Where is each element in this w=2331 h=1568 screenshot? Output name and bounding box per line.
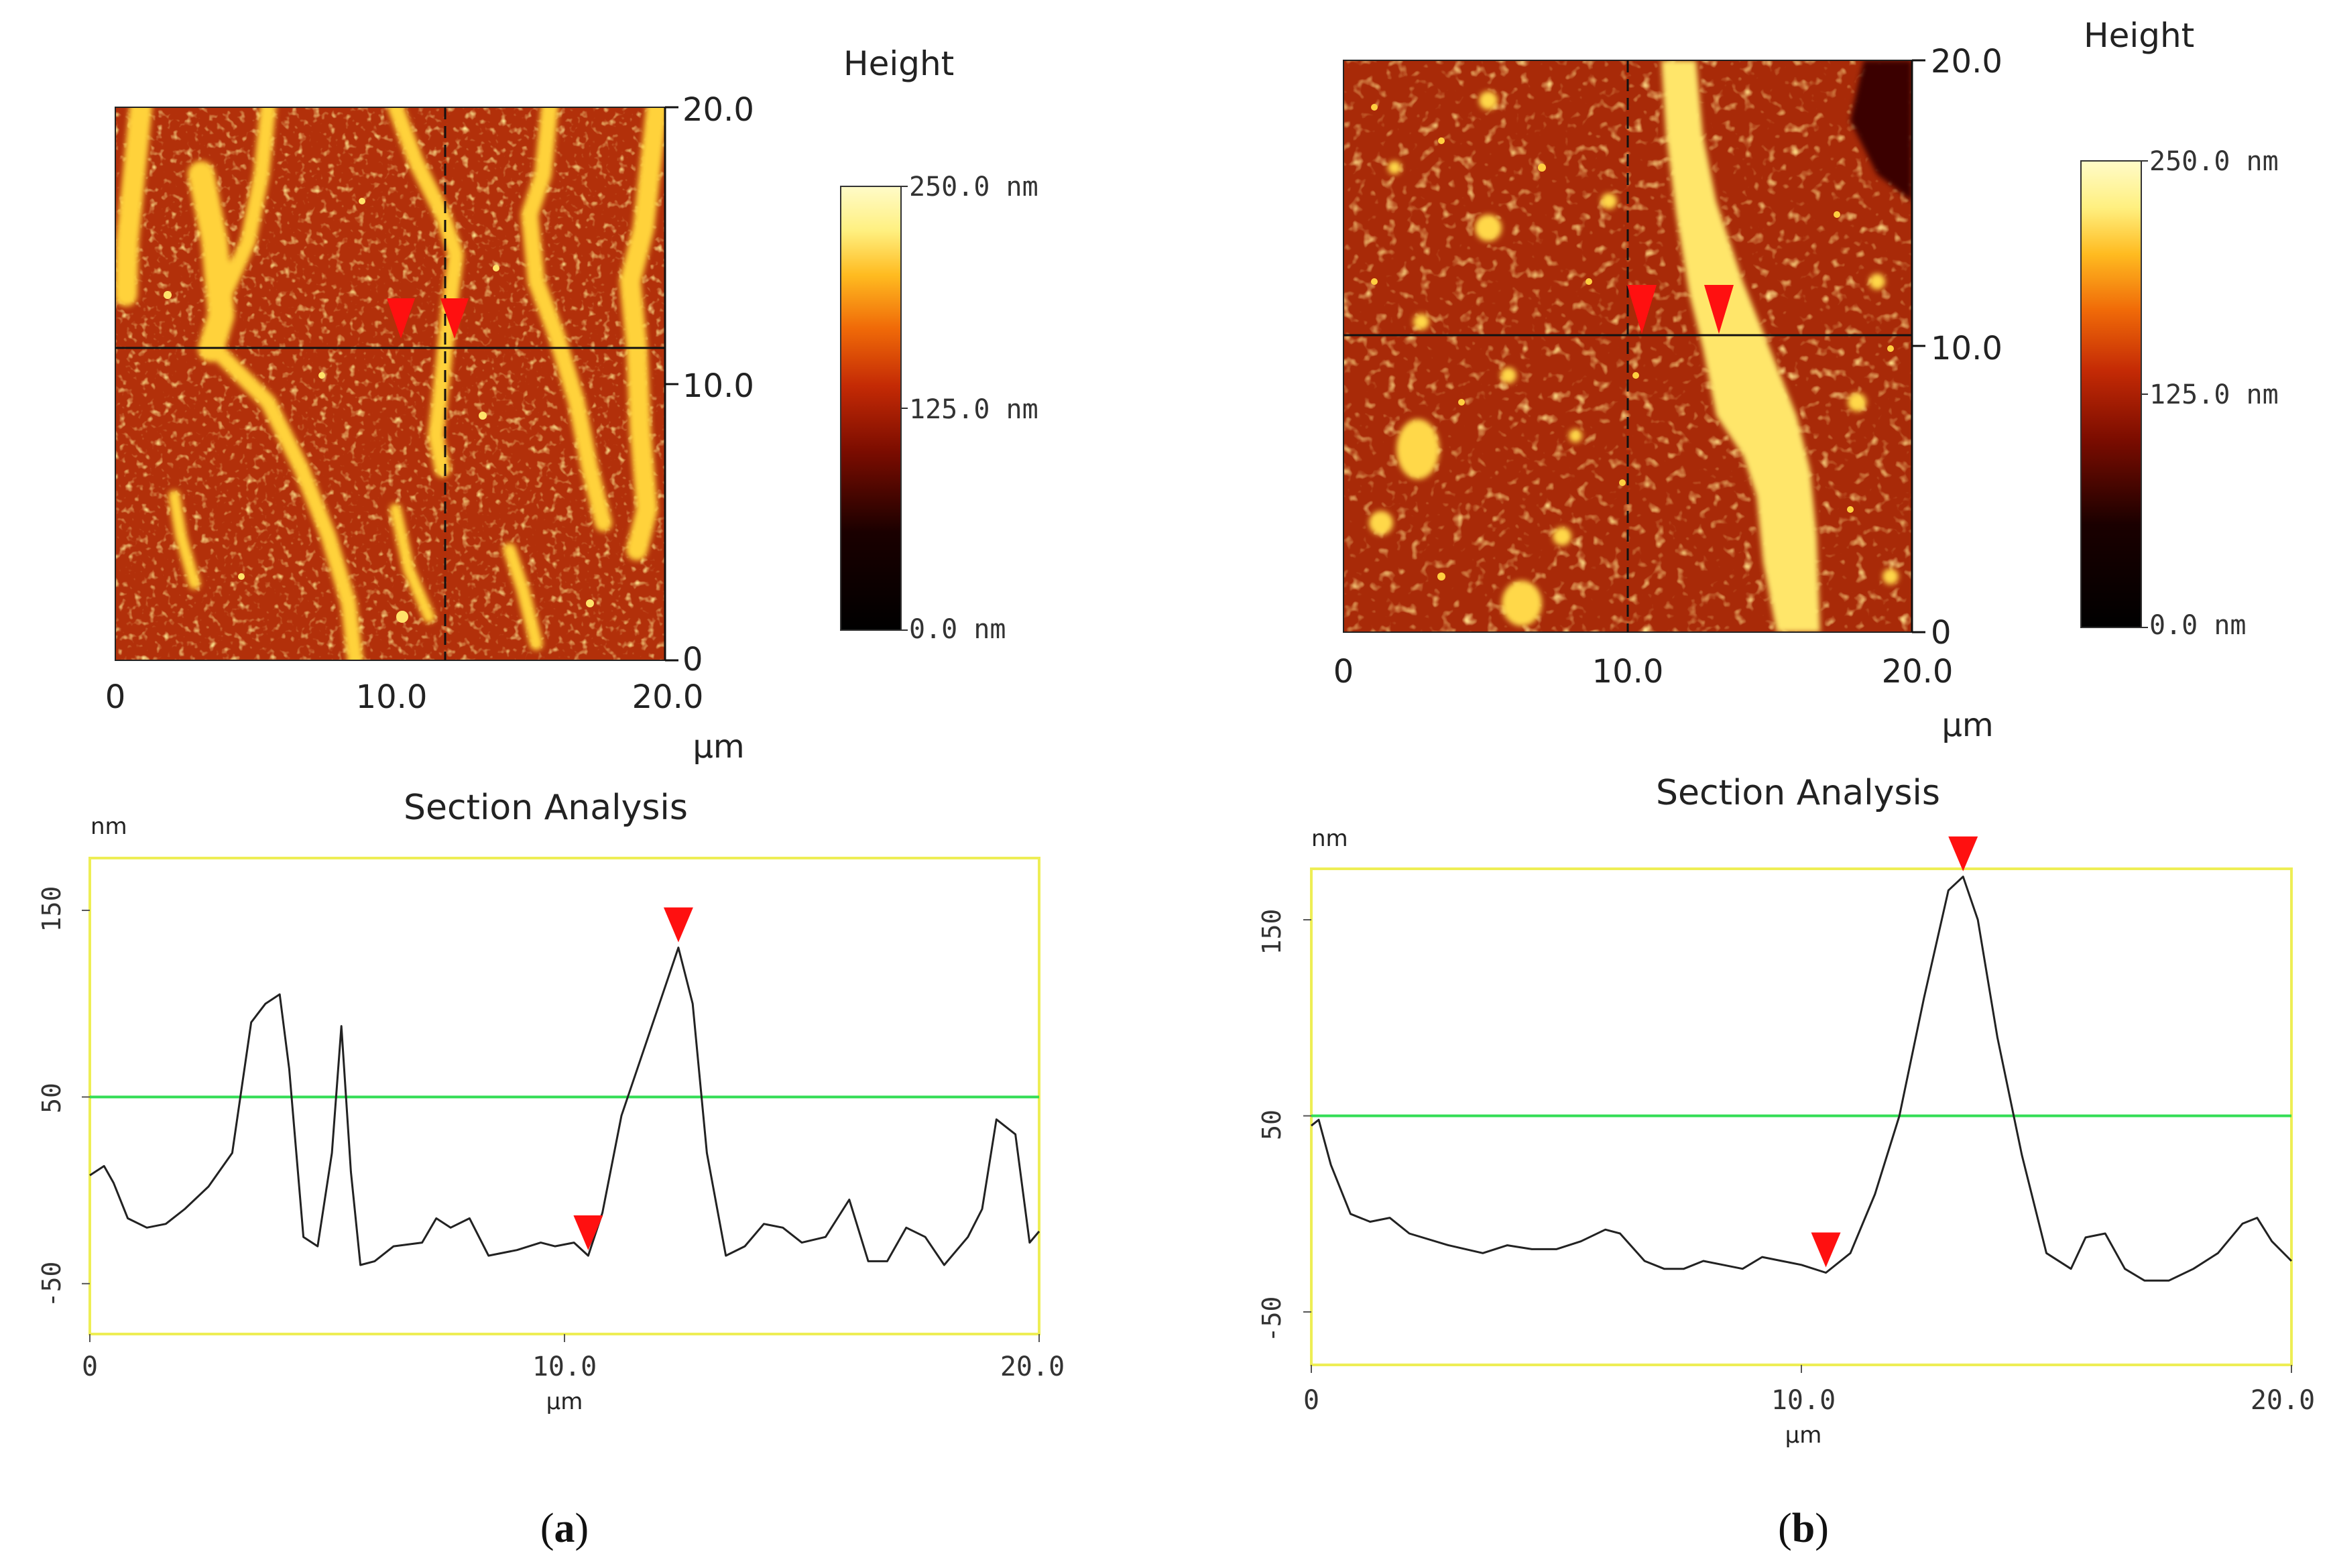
panel-b-section-x-tick-0: 0 <box>1303 1385 1319 1416</box>
panel-b-colorbar-gradient <box>2080 160 2142 628</box>
panel-a-section-y-tick-150: 150 <box>37 886 66 932</box>
panel-a-height-title: Height <box>843 44 954 83</box>
panel-a-section-x-tick-0: 0 <box>82 1351 98 1382</box>
panel-b-section-profile-line <box>1311 876 2293 1282</box>
panel-b-section-y-tick-150: 150 <box>1257 909 1287 955</box>
panel-a-section-y-tick-neg50: -50 <box>37 1262 66 1308</box>
panel-b-y-tick-mid: 10.0 <box>1931 330 2003 367</box>
panel-a-section-x-tick-10: 10.0 <box>532 1351 597 1382</box>
panel-a-section-y-tick-50: 50 <box>37 1083 66 1113</box>
panel-b-section-x-unit: µm <box>1785 1422 1822 1449</box>
panel-b-main-ridge <box>1661 60 1820 632</box>
panel-a-colorbar: Height 250.0 nm 125.0 nm 0.0 nm <box>840 44 1038 645</box>
panel-b-x-tick-20: 20.0 <box>1882 653 1954 690</box>
panel-b-section-marker-2 <box>1948 836 1978 871</box>
panel-b-section-x-tick-10: 10.0 <box>1771 1385 1836 1416</box>
panel-a-caption: (a) <box>540 1506 589 1551</box>
panel-b-section-chart: Section Analysis nm 150 50 -50 0 10.0 20… <box>1257 773 2315 1449</box>
panel-a-image-marker-2 <box>440 298 469 339</box>
panel-b-x-tick-10: 10.0 <box>1592 653 1664 690</box>
panel-a-section-title: Section Analysis <box>404 788 688 828</box>
panel-a-afm-image: 20.0 10.0 0 0 10.0 20.0 µm <box>105 91 754 766</box>
panel-b-grains <box>1369 91 1899 626</box>
panel-b-section-y-tick-neg50: -50 <box>1257 1296 1287 1343</box>
panel-b-caption: (b) <box>1778 1506 1829 1551</box>
panel-b-colorbar-min: 0.0 nm <box>2149 610 2247 641</box>
panel-a-section-marker-2 <box>663 907 693 943</box>
panel-b-section-title: Section Analysis <box>1656 773 1940 813</box>
panel-a-image-marker-1 <box>387 298 415 339</box>
panel-b-y-tick-bottom: 0 <box>1931 614 1952 652</box>
panel-b-image-marker-1 <box>1627 285 1657 334</box>
panel-b-small-grains <box>1371 104 1894 581</box>
panel-b-section-marker-1 <box>1811 1232 1841 1268</box>
panel-b-height-title: Height <box>2084 16 2194 55</box>
panel-a-colorbar-mid: 125.0 nm <box>909 394 1038 425</box>
panel-b-afm-image: 20.0 10.0 0 0 10.0 20.0 µm <box>1333 43 2003 744</box>
panel-b-dark-corner <box>1850 60 1912 201</box>
panel-a-ridges <box>115 107 665 660</box>
panel-a-colorbar-max: 250.0 nm <box>909 172 1038 202</box>
panel-a-y-tick-bottom: 0 <box>682 641 703 678</box>
panel-a-section-chart: Section Analysis nm 150 50 -50 0 10.0 20… <box>37 788 1065 1415</box>
panel-a-section-marker-1 <box>573 1215 603 1251</box>
panel-a-x-tick-20: 20.0 <box>632 678 704 716</box>
panel-a-y-tick-top: 20.0 <box>682 91 754 129</box>
panel-b-section-x-tick-20: 20.0 <box>2251 1385 2315 1416</box>
panel-a-unit-label: µm <box>693 728 744 766</box>
panel-a-x-tick-0: 0 <box>105 678 126 716</box>
panel-a-colorbar-min: 0.0 nm <box>909 614 1006 645</box>
panel-a-section-profile-line <box>89 947 1040 1266</box>
panel-a-grains <box>164 198 594 623</box>
panel-a-section-x-tick-20: 20.0 <box>1000 1351 1065 1382</box>
panel-b-x-tick-0: 0 <box>1333 653 1354 690</box>
panel-b-section-y-tick-50: 50 <box>1257 1109 1287 1140</box>
panel-a-x-tick-10: 10.0 <box>356 678 428 716</box>
panel-b-y-tick-top: 20.0 <box>1931 43 2003 80</box>
panel-b-colorbar-max: 250.0 nm <box>2149 146 2279 177</box>
panel-b-image-marker-2 <box>1704 285 1734 334</box>
panel-a-y-tick-mid: 10.0 <box>682 367 754 405</box>
panel-b-section-y-unit: nm <box>1311 825 1348 852</box>
panel-a-section-x-unit: µm <box>546 1388 583 1415</box>
panel-b-colorbar-mid: 125.0 nm <box>2149 379 2279 410</box>
panel-a-section-y-unit: nm <box>91 813 127 840</box>
panel-b-colorbar: Height 250.0 nm 125.0 nm 0.0 nm <box>2080 16 2279 641</box>
panel-b-unit-label: µm <box>1941 707 1993 744</box>
panel-a-colorbar-gradient <box>840 186 902 631</box>
